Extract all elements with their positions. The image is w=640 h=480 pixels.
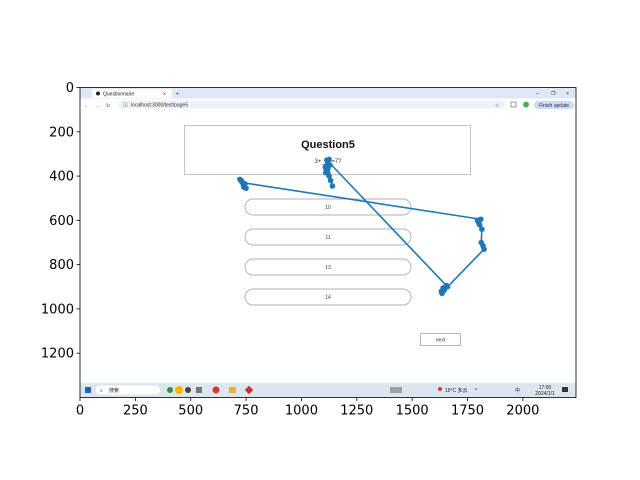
taskbar: [80, 383, 576, 398]
trace-point: [324, 157, 330, 163]
ime-indicator[interactable]: 中: [515, 387, 520, 394]
address-bar[interactable]: [118, 100, 506, 109]
weather-icon: [438, 387, 442, 391]
taskbar-app-icon[interactable]: [185, 387, 191, 393]
x-tick-label: 500: [178, 404, 203, 419]
tab-close-icon[interactable]: ×: [163, 92, 166, 98]
next-label: next: [436, 338, 446, 344]
y-tick-label: 200: [49, 125, 74, 140]
minimize-icon[interactable]: –: [536, 91, 539, 97]
trace-point: [327, 177, 334, 184]
taskbar-app-icon[interactable]: [167, 387, 173, 393]
trace-point: [479, 226, 485, 233]
tab-title: Questionnaire: [103, 92, 134, 98]
taskbar-app-icon[interactable]: [196, 387, 202, 393]
option-button[interactable]: [244, 198, 412, 216]
folder-taskbar-icon[interactable]: [229, 387, 236, 393]
weather-text: 16°C 多云: [445, 387, 468, 394]
taskbar-time: 17:00: [539, 385, 552, 391]
profile-avatar[interactable]: [523, 101, 529, 108]
windows-start-icon[interactable]: [85, 387, 91, 393]
taskbar-app-icon[interactable]: [390, 387, 402, 393]
trace-point: [326, 173, 332, 179]
x-tick-label: 0: [76, 404, 84, 419]
trace-point: [326, 162, 333, 168]
trace-point: [243, 185, 249, 192]
y-tick-label: 600: [49, 214, 74, 229]
trace-point: [477, 216, 484, 223]
option-label: 10: [325, 205, 331, 211]
tab-favicon-icon: [96, 91, 100, 96]
finish-update-button[interactable]: [534, 101, 574, 109]
option-button[interactable]: [244, 228, 412, 246]
y-tick-label: 800: [49, 258, 74, 273]
y-tick-label: 1200: [41, 347, 74, 362]
x-tick-label: 750: [234, 404, 259, 419]
taskbar-search-label: 搜索: [109, 387, 119, 394]
x-tick-label: 1500: [396, 404, 429, 419]
browser-tab-bar: [80, 87, 576, 99]
option-button[interactable]: [244, 288, 412, 306]
trace-layer: [237, 156, 487, 297]
back-icon[interactable]: ←: [84, 103, 89, 109]
window-close-icon[interactable]: ×: [566, 91, 569, 97]
taskbar-date: 2024/1/1: [535, 391, 555, 397]
axes-frame: [79, 87, 577, 398]
new-tab-button[interactable]: +: [176, 92, 179, 98]
x-tick-label: 2000: [506, 404, 539, 419]
y-tick-label: 1000: [41, 302, 74, 317]
info-icon: ⓘ: [123, 102, 128, 109]
forward-icon[interactable]: →: [95, 103, 100, 109]
url-text: localhost:3000/test/page5: [131, 103, 188, 109]
y-axis: 0 200 400 600 800 1000 1200: [41, 81, 80, 362]
x-tick-label: 1000: [285, 404, 318, 419]
trace-point: [478, 239, 485, 246]
taskbar-search[interactable]: [96, 385, 160, 395]
x-tick-label: 250: [123, 404, 148, 419]
option-label: 13: [325, 265, 331, 271]
tray-chevron-icon[interactable]: ^: [475, 388, 478, 394]
restore-icon[interactable]: ❐: [551, 91, 556, 97]
sidepanel-icon[interactable]: [510, 101, 517, 108]
chrome-taskbar-icon[interactable]: [212, 386, 220, 394]
bookmark-star-icon[interactable]: ☆: [495, 103, 500, 109]
y-tick-label: 400: [49, 170, 74, 185]
option-button[interactable]: [244, 258, 412, 276]
finish-update-label: Finish update: [539, 103, 569, 109]
question-title: Question5: [301, 139, 355, 151]
y-tick-label: 0: [66, 81, 74, 96]
x-tick-label: 1250: [340, 404, 373, 419]
search-icon: ⌕: [100, 388, 103, 394]
trace-point: [329, 183, 336, 189]
browser-tab[interactable]: [92, 89, 172, 98]
reload-icon[interactable]: ↻: [106, 103, 110, 109]
screenshot-image: Questionnaire × + – ❐ × ← → ↻ ⓘ localhos…: [80, 87, 576, 398]
x-tick-label: 1750: [451, 404, 484, 419]
x-axis: 0 250 500 750 1000 1250 1500 1750 2000: [76, 397, 539, 419]
option-label: 14: [325, 295, 331, 301]
next-button[interactable]: [420, 333, 461, 346]
trace-point: [444, 283, 451, 290]
option-label: 11: [325, 235, 330, 241]
taskbar-app-icon[interactable]: [244, 385, 254, 395]
taskbar-app-icon[interactable]: [175, 386, 183, 394]
notification-icon[interactable]: [562, 387, 568, 392]
